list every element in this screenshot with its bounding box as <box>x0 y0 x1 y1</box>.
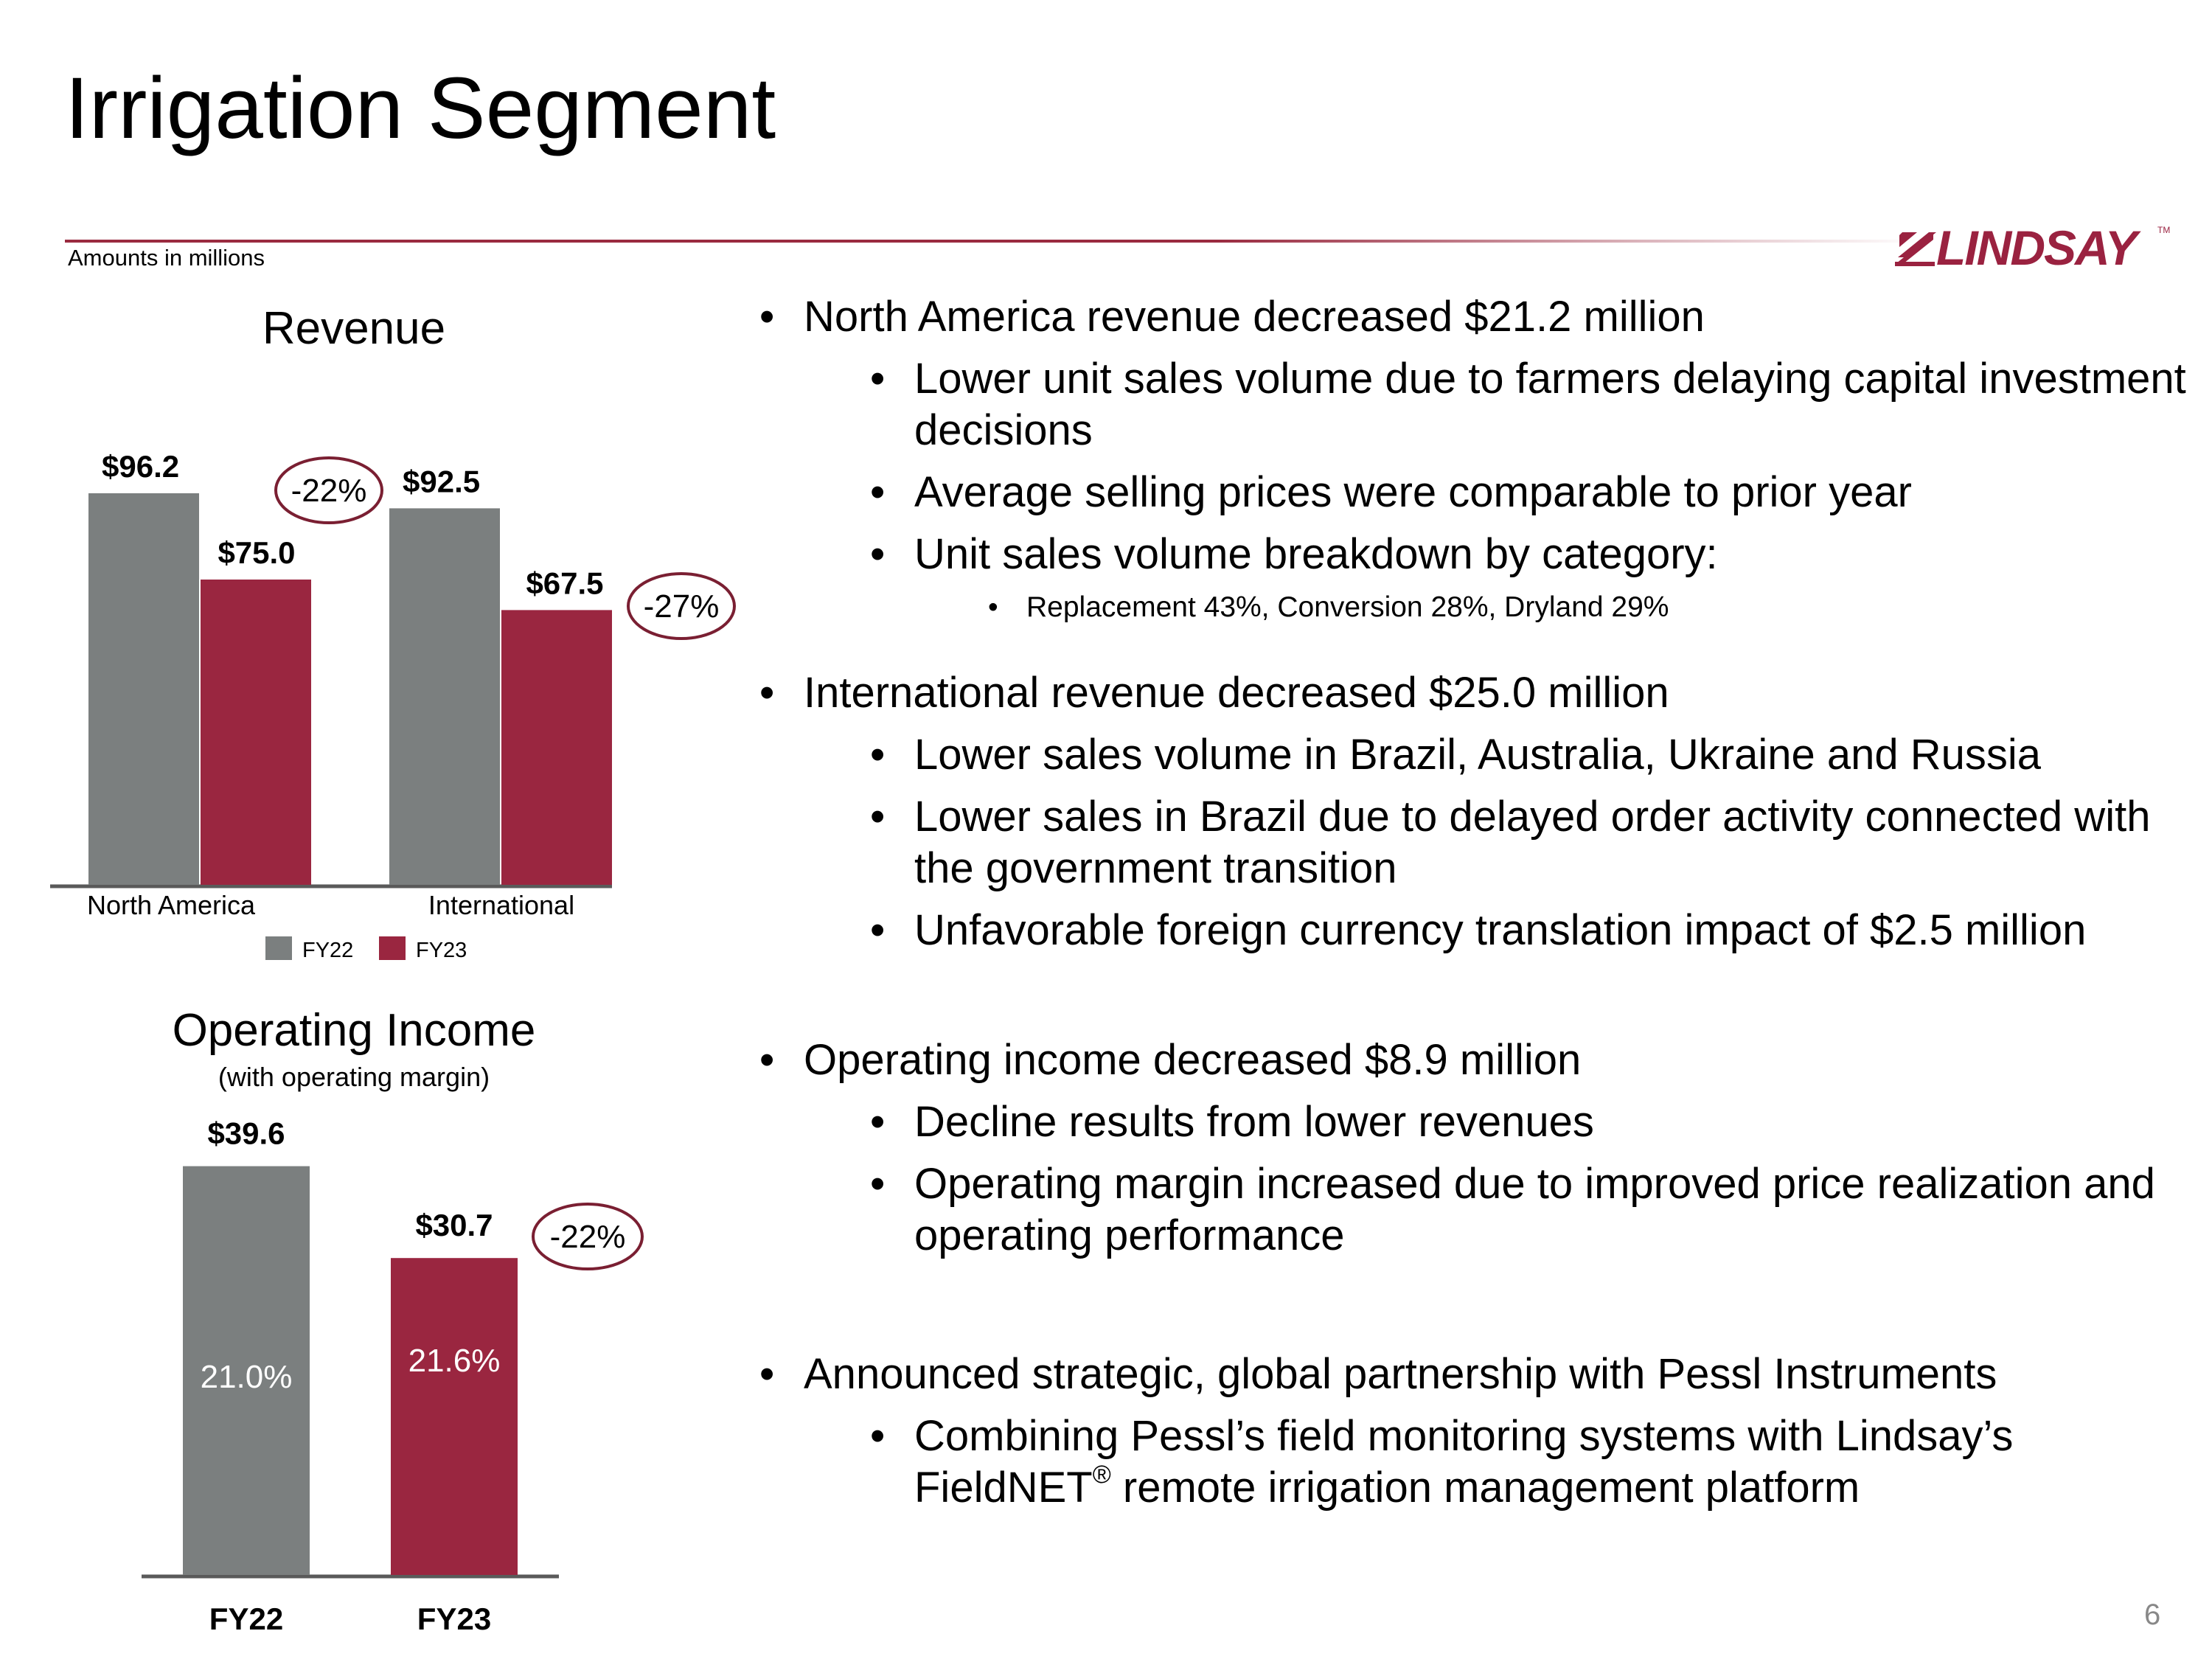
opinc-data-label: $30.7 <box>415 1208 493 1242</box>
revenue-change-label: -27% <box>644 588 720 625</box>
revenue-category-label: International <box>428 890 574 920</box>
revenue-bar-fy23-1 <box>501 610 612 885</box>
registered-mark: ® <box>1092 1461 1111 1489</box>
bullet-north-america: North America revenue decreased $21.2 mi… <box>759 291 2197 343</box>
revenue-data-label: $92.5 <box>403 464 480 498</box>
bullet-na-unit-volume: Lower unit sales volume due to farmers d… <box>759 353 2197 456</box>
bullet-operating-income: Operating income decreased $8.9 million <box>759 1034 2197 1086</box>
title-divider <box>65 240 1923 243</box>
opinc-change-label: -22% <box>550 1219 626 1255</box>
amounts-note: Amounts in millions <box>68 245 265 271</box>
opinc-bar-fy23 <box>391 1258 518 1575</box>
bullet-intl-fx: Unfavorable foreign currency translation… <box>759 905 2197 956</box>
legend-swatch-fy23 <box>379 936 406 960</box>
logo-stripes-icon <box>1895 232 1936 266</box>
bullet-pessl: Announced strategic, global partnership … <box>759 1349 2197 1400</box>
bullet-opinc-margin: Operating margin increased due to improv… <box>759 1158 2197 1262</box>
logo-trademark: TM <box>2157 225 2171 235</box>
opinc-margin-label: 21.0% <box>201 1359 293 1395</box>
revenue-category-label: North America <box>87 890 256 920</box>
opinc-bar-fy22 <box>183 1166 310 1575</box>
bullet-pessl-combining: Combining Pessl’s field monitoring syste… <box>759 1411 2197 1514</box>
legend-swatch-fy22 <box>265 936 292 960</box>
revenue-change-label: -22% <box>291 473 367 509</box>
opinc-margin-label: 21.6% <box>408 1343 501 1379</box>
pessl-text-b: remote irrigation management platform <box>1110 1464 1860 1512</box>
legend-label-fy22: FY22 <box>302 939 353 962</box>
page-number: 6 <box>2144 1599 2161 1631</box>
revenue-bar-fy23-0 <box>201 580 311 885</box>
revenue-chart-title: Revenue <box>262 303 446 354</box>
revenue-change-circle <box>627 572 736 640</box>
opinc-change-circle <box>532 1203 644 1270</box>
revenue-bar-fy22-1 <box>389 508 500 885</box>
opinc-data-label: $39.6 <box>207 1116 285 1151</box>
revenue-data-label: $96.2 <box>102 449 179 484</box>
opinc-category-label: FY22 <box>209 1601 283 1636</box>
operating-income-chart-title: Operating Income <box>172 1005 536 1056</box>
bullet-opinc-decline: Decline results from lower revenues <box>759 1096 2197 1148</box>
revenue-change-circle <box>274 456 383 524</box>
legend-label-fy23: FY23 <box>416 939 467 962</box>
bullet-intl-volume: Lower sales volume in Brazil, Australia,… <box>759 729 2197 781</box>
opinc-category-label: FY23 <box>417 1601 491 1636</box>
bullet-na-category-split: Replacement 43%, Conversion 28%, Dryland… <box>759 589 2197 626</box>
commentary-bullets: North America revenue decreased $21.2 mi… <box>759 291 2197 1514</box>
bullet-na-breakdown: Unit sales volume breakdown by category: <box>759 529 2197 580</box>
revenue-data-label: $67.5 <box>526 566 603 600</box>
pessl-text-a: Combining Pessl’s field monitoring syste… <box>914 1412 2014 1512</box>
bullet-intl-brazil: Lower sales in Brazil due to delayed ord… <box>759 791 2197 894</box>
revenue-bar-fy22-0 <box>88 493 199 885</box>
bullet-international: International revenue decreased $25.0 mi… <box>759 667 2197 719</box>
page-title: Irrigation Segment <box>65 60 776 157</box>
bullet-na-pricing: Average selling prices were comparable t… <box>759 467 2197 518</box>
lindsay-logo: LINDSAY TM <box>1895 220 2171 275</box>
operating-income-chart-subtitle: (with operating margin) <box>218 1062 490 1092</box>
revenue-data-label: $75.0 <box>218 535 295 570</box>
logo-wordmark: LINDSAY <box>1936 220 2138 275</box>
